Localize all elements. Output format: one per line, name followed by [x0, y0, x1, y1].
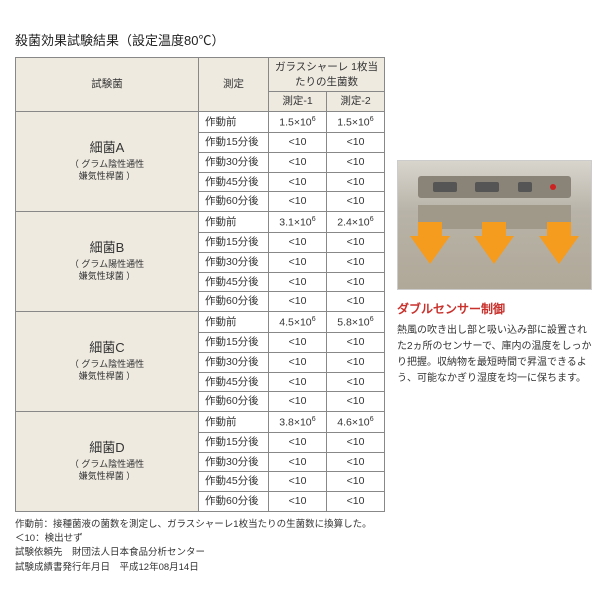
value-cell: <10: [327, 492, 385, 512]
timepoint-cell: 作動60分後: [199, 292, 269, 312]
value-cell: <10: [269, 133, 327, 153]
value-cell: <10: [269, 172, 327, 192]
value-cell: <10: [269, 292, 327, 312]
value-cell: 1.5×106: [269, 112, 327, 133]
table-row: 細菌D（ グラム陰性通性嫌気性桿菌 ）作動前3.8×1064.6×106: [16, 411, 385, 432]
value-cell: <10: [269, 152, 327, 172]
arrow-down-icon: [539, 236, 579, 264]
value-cell: <10: [327, 152, 385, 172]
value-cell: <10: [327, 392, 385, 412]
value-cell: <10: [327, 472, 385, 492]
caption-body: 熱風の吹き出し部と吸い込み部に設置された2ヵ所のセンサーで、庫内の温度をしっかり…: [397, 323, 592, 387]
value-cell: <10: [269, 252, 327, 272]
bacteria-label: 細菌A（ グラム陰性通性嫌気性桿菌 ）: [16, 112, 199, 212]
airflow-arrows: [398, 236, 591, 264]
th-dish: ガラスシャーレ 1枚当たりの生菌数: [269, 58, 385, 92]
value-cell: <10: [269, 272, 327, 292]
value-cell: <10: [269, 433, 327, 453]
timepoint-cell: 作動30分後: [199, 252, 269, 272]
timepoint-cell: 作動前: [199, 411, 269, 432]
timepoint-cell: 作動30分後: [199, 352, 269, 372]
value-cell: <10: [269, 392, 327, 412]
value-cell: <10: [269, 233, 327, 253]
value-cell: <10: [269, 192, 327, 212]
value-cell: <10: [327, 192, 385, 212]
product-photo: [397, 160, 592, 290]
value-cell: <10: [327, 352, 385, 372]
value-cell: 4.5×106: [269, 311, 327, 332]
table-section: 殺菌効果試験結果（設定温度80℃） 試験菌 測定 ガラスシャーレ 1枚当たりの生…: [15, 30, 385, 575]
value-cell: <10: [327, 172, 385, 192]
timepoint-cell: 作動15分後: [199, 233, 269, 253]
value-cell: <10: [327, 333, 385, 353]
value-cell: <10: [269, 372, 327, 392]
timepoint-cell: 作動15分後: [199, 433, 269, 453]
footnote-line: 試験成績書発行年月日 平成12年08月14日: [15, 561, 385, 575]
led-icon: [550, 184, 556, 190]
timepoint-cell: 作動45分後: [199, 372, 269, 392]
value-cell: 5.8×106: [327, 311, 385, 332]
value-cell: 3.8×106: [269, 411, 327, 432]
value-cell: <10: [327, 372, 385, 392]
th-bacteria: 試験菌: [16, 58, 199, 112]
sidebar: ダブルセンサー制御 熱風の吹き出し部と吸い込み部に設置された2ヵ所のセンサーで、…: [397, 30, 592, 575]
arrow-down-icon: [410, 236, 450, 264]
value-cell: <10: [327, 452, 385, 472]
bacteria-label: 細菌D（ グラム陰性通性嫌気性桿菌 ）: [16, 411, 199, 511]
timepoint-cell: 作動前: [199, 311, 269, 332]
value-cell: <10: [269, 352, 327, 372]
timepoint-cell: 作動30分後: [199, 152, 269, 172]
timepoint-cell: 作動15分後: [199, 133, 269, 153]
value-cell: 1.5×106: [327, 112, 385, 133]
timepoint-cell: 作動45分後: [199, 172, 269, 192]
footnote-line: 作動前：接種菌液の菌数を測定し、ガラスシャーレ1枚当たりの生菌数に換算した。: [15, 518, 385, 532]
value-cell: <10: [269, 492, 327, 512]
table-row: 細菌C（ グラム陰性通性嫌気性桿菌 ）作動前4.5×1065.8×106: [16, 311, 385, 332]
bacteria-label: 細菌C（ グラム陰性通性嫌気性桿菌 ）: [16, 311, 199, 411]
footnote-line: ＜10：検出せず: [15, 532, 385, 546]
timepoint-cell: 作動60分後: [199, 492, 269, 512]
results-table: 試験菌 測定 ガラスシャーレ 1枚当たりの生菌数 測定-1 測定-2 細菌A（ …: [15, 57, 385, 512]
timepoint-cell: 作動30分後: [199, 452, 269, 472]
value-cell: 3.1×106: [269, 212, 327, 233]
timepoint-cell: 作動45分後: [199, 272, 269, 292]
th-m2: 測定-2: [327, 92, 385, 112]
value-cell: 2.4×106: [327, 212, 385, 233]
table-row: 細菌B（ グラム陽性通性嫌気性球菌 ）作動前3.1×1062.4×106: [16, 212, 385, 233]
footnote-line: 試験依頼先 財団法人日本食品分析センター: [15, 546, 385, 560]
table-title: 殺菌効果試験結果（設定温度80℃）: [15, 30, 385, 49]
value-cell: <10: [327, 272, 385, 292]
footnotes: 作動前：接種菌液の菌数を測定し、ガラスシャーレ1枚当たりの生菌数に換算した。＜1…: [15, 518, 385, 575]
timepoint-cell: 作動45分後: [199, 472, 269, 492]
value-cell: <10: [327, 133, 385, 153]
arrow-down-icon: [474, 236, 514, 264]
control-panel: [418, 176, 571, 198]
value-cell: <10: [327, 433, 385, 453]
th-measurement: 測定: [199, 58, 269, 112]
timepoint-cell: 作動前: [199, 212, 269, 233]
value-cell: <10: [269, 452, 327, 472]
timepoint-cell: 作動15分後: [199, 333, 269, 353]
value-cell: 4.6×106: [327, 411, 385, 432]
value-cell: <10: [327, 292, 385, 312]
timepoint-cell: 作動60分後: [199, 392, 269, 412]
bacteria-label: 細菌B（ グラム陽性通性嫌気性球菌 ）: [16, 212, 199, 312]
value-cell: <10: [327, 233, 385, 253]
value-cell: <10: [269, 333, 327, 353]
value-cell: <10: [327, 252, 385, 272]
table-row: 細菌A（ グラム陰性通性嫌気性桿菌 ）作動前1.5×1061.5×106: [16, 112, 385, 133]
th-m1: 測定-1: [269, 92, 327, 112]
timepoint-cell: 作動前: [199, 112, 269, 133]
value-cell: <10: [269, 472, 327, 492]
timepoint-cell: 作動60分後: [199, 192, 269, 212]
caption-title: ダブルセンサー制御: [397, 300, 592, 317]
